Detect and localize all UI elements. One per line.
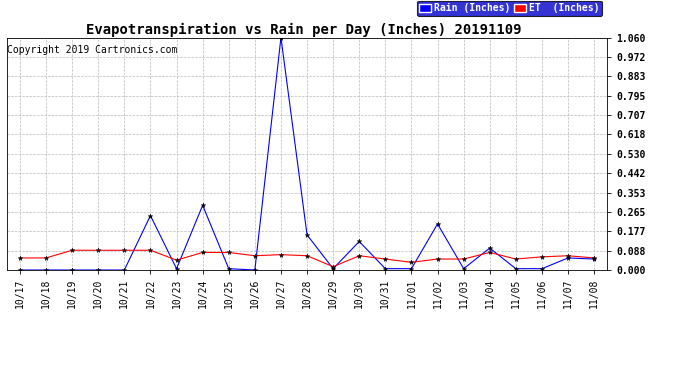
Text: Evapotranspiration vs Rain per Day (Inches) 20191109: Evapotranspiration vs Rain per Day (Inch… bbox=[86, 22, 522, 37]
Legend: Rain (Inches), ET  (Inches): Rain (Inches), ET (Inches) bbox=[417, 0, 602, 16]
Text: Copyright 2019 Cartronics.com: Copyright 2019 Cartronics.com bbox=[7, 45, 177, 55]
